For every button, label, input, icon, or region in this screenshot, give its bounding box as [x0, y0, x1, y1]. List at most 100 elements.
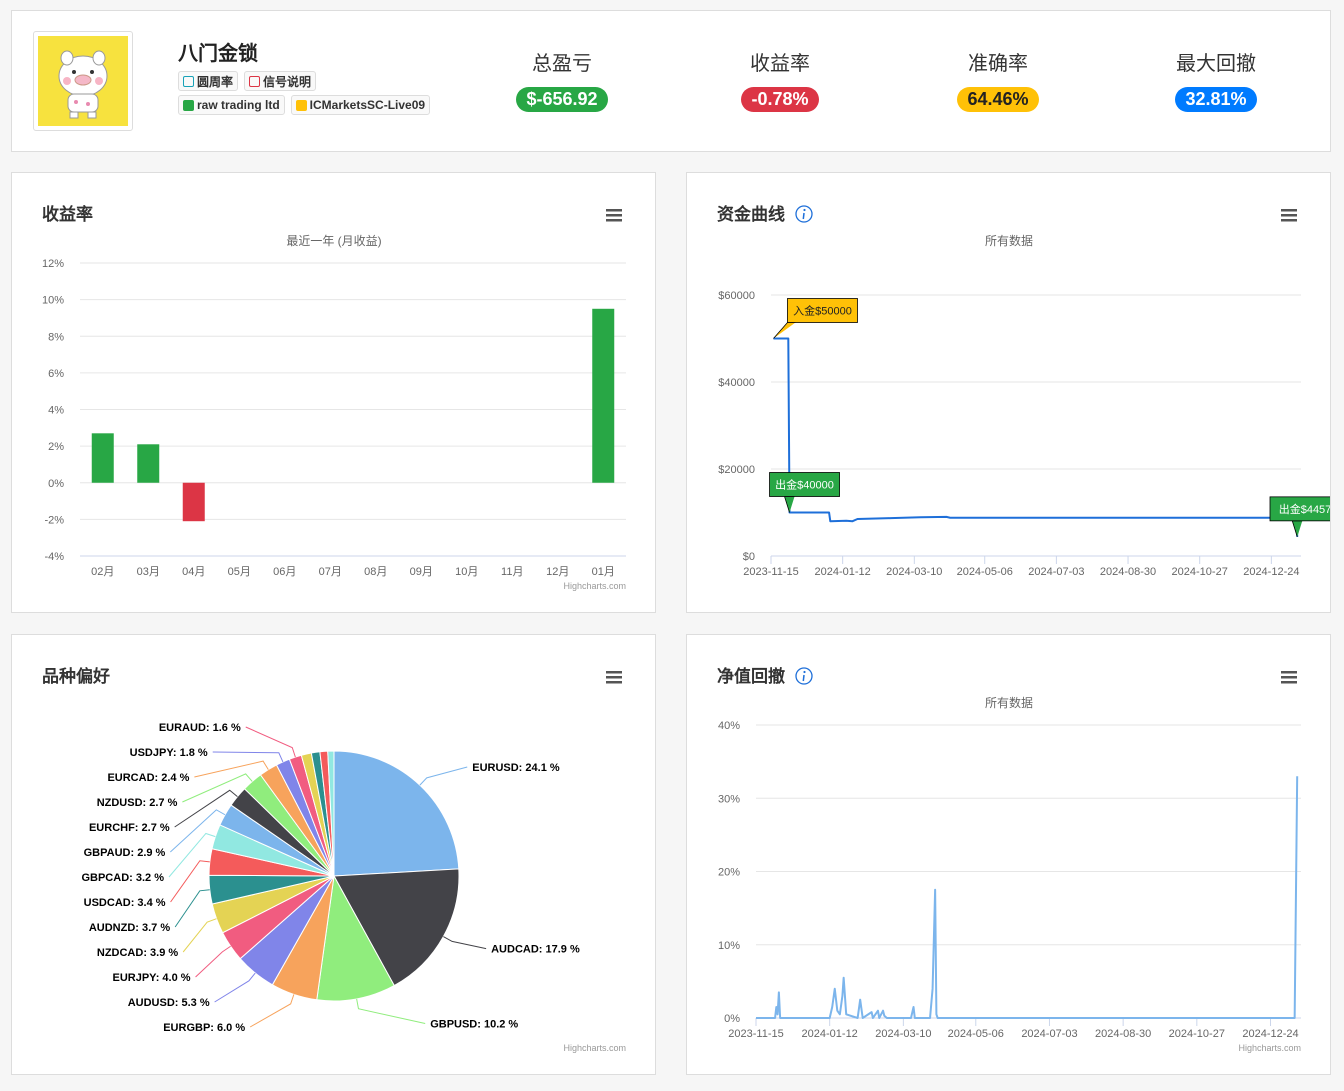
label-connector [174, 789, 238, 828]
tag-row: raw trading ltd ICMarketsSC-Live09 [178, 95, 431, 115]
x-tick-label: 05月 [228, 566, 251, 578]
y-tick-label: 0% [724, 1013, 740, 1025]
flag [787, 298, 858, 323]
label-connector [212, 751, 284, 763]
label-connector [170, 860, 210, 903]
flag-pointer [1291, 520, 1303, 537]
x-tick-label: 2024-12-24 [1243, 566, 1299, 578]
stat-value: 64.46% [957, 87, 1039, 112]
data-label: USDCAD: 3.4 % [84, 897, 166, 909]
chart: 净值回撤 所有数据 Highcharts.com 0% 10% 20% 30% 40% 202… [717, 666, 1301, 1053]
tag[interactable]: 信号说明 [244, 71, 317, 91]
x-tick-label: 2024-08-30 [1095, 1028, 1151, 1040]
y-tick-label: $20000 [718, 464, 755, 476]
x-tick-label: 2024-05-06 [957, 566, 1013, 578]
stat-label: 最大回撤 [1176, 53, 1256, 75]
y-tick-label: 8% [48, 331, 64, 343]
x-tick-label: 01月 [592, 566, 615, 578]
pie-slice [333, 750, 460, 877]
x-tick-label: 2023-11-15 [728, 1028, 783, 1040]
label-connector [214, 972, 256, 1003]
data-label: EURCHF: 2.7 % [89, 822, 170, 834]
flag [1269, 496, 1341, 522]
x-tick-label: 03月 [137, 566, 160, 578]
label-connector [182, 918, 217, 953]
tag: ICMarketsSC-Live09 [290, 95, 431, 115]
tag-text: raw trading ltd [197, 98, 280, 112]
tag-text: 信号说明 [263, 74, 312, 89]
y-tick-label: 4% [48, 405, 64, 417]
y-tick-label: $40000 [718, 377, 755, 389]
chart-menu[interactable] [1281, 671, 1297, 684]
chart-menu[interactable] [606, 209, 622, 222]
line [773, 337, 1299, 537]
x-tick-label: 08月 [364, 566, 387, 578]
credits: Highcharts.com [563, 581, 626, 591]
data-label: EURUSD: 24.1 % [472, 762, 560, 774]
bar [137, 444, 160, 483]
line [756, 776, 1299, 1019]
chart-card: 收益率 最近一年 (月收益) Highcharts.com -4% -2% 0% 2% 4%… [11, 172, 656, 613]
x-tick-label: 2023-11-15 [743, 566, 798, 578]
stat-label: 准确率 [968, 53, 1028, 75]
y-tick-label: 40% [718, 720, 740, 732]
x-tick-label: 2024-01-12 [802, 1028, 858, 1040]
x-tick-label: 2024-10-27 [1172, 566, 1228, 578]
y-tick-label: $60000 [718, 290, 755, 302]
y-tick-label: 30% [718, 793, 740, 805]
y-tick-label: $0 [743, 551, 755, 563]
x-tick-label: 11月 [501, 566, 523, 578]
tag-text: ICMarketsSC-Live09 [309, 98, 426, 112]
x-tick-label: 2024-08-30 [1100, 566, 1156, 578]
chart-title: 净值回撤 [717, 666, 785, 686]
label-connector [174, 889, 210, 928]
x-tick-label: 2024-12-24 [1242, 1028, 1298, 1040]
chart: 资金曲线 所有数据 $0 $20000 $40000 $60000 2023-11-15 2… [717, 204, 1341, 578]
y-tick-label: 12% [42, 258, 64, 270]
pie-slice [316, 874, 395, 1002]
chart-menu[interactable] [606, 671, 622, 684]
avatar-image [38, 36, 128, 126]
x-tick-label: 2024-10-27 [1169, 1028, 1225, 1040]
bar [592, 308, 615, 483]
flag-text: 入金$50000 [793, 304, 852, 318]
label-connector [169, 809, 226, 853]
x-tick-label: 07月 [319, 566, 342, 578]
chart-menu[interactable] [1281, 209, 1297, 222]
chart: 品种偏好 Highcharts.com EURAUD: 1.6 % USDJPY: … [42, 666, 626, 1053]
bar [91, 433, 114, 483]
data-label: EURAUD: 1.6 % [159, 722, 241, 734]
label-connector [419, 766, 468, 786]
pie-slice [333, 868, 460, 987]
stat-value: $-656.92 [516, 87, 608, 112]
flag-text: 出金$4457 [1279, 502, 1330, 516]
chart-title: 资金曲线 [717, 204, 785, 224]
stat-value: -0.78% [741, 87, 819, 112]
avatar [33, 31, 133, 131]
y-tick-label: -2% [44, 514, 64, 526]
stat: 总盈亏 $-656.92 [462, 47, 662, 112]
y-tick-label: -4% [44, 551, 64, 563]
x-tick-label: 2024-05-06 [948, 1028, 1004, 1040]
data-label: EURJPY: 4.0 % [113, 972, 191, 984]
pie-slice [327, 750, 335, 877]
chart-subtitle: 所有数据 [985, 233, 1033, 248]
chart-title: 品种偏好 [42, 666, 110, 686]
label-connector [249, 994, 295, 1028]
info-icon[interactable] [795, 205, 813, 223]
chart-subtitle: 最近一年 (月收益) [286, 234, 381, 248]
flag-pointer [783, 496, 795, 513]
stat-label: 总盈亏 [532, 53, 592, 75]
info-icon[interactable] [795, 667, 813, 685]
data-label: GBPCAD: 3.2 % [81, 872, 164, 884]
chart-card: 净值回撤 所有数据 Highcharts.com 0% 10% 20% 30% 40% 202… [686, 634, 1331, 1075]
label-connector [182, 773, 253, 803]
x-tick-label: 09月 [410, 566, 433, 578]
y-tick-label: 6% [48, 368, 64, 380]
x-tick-label: 2024-03-10 [875, 1028, 931, 1040]
x-tick-label: 04月 [182, 566, 205, 578]
x-tick-label: 12月 [546, 566, 569, 578]
chart-title: 收益率 [42, 204, 93, 224]
tag[interactable]: 圆周率 [178, 71, 239, 91]
